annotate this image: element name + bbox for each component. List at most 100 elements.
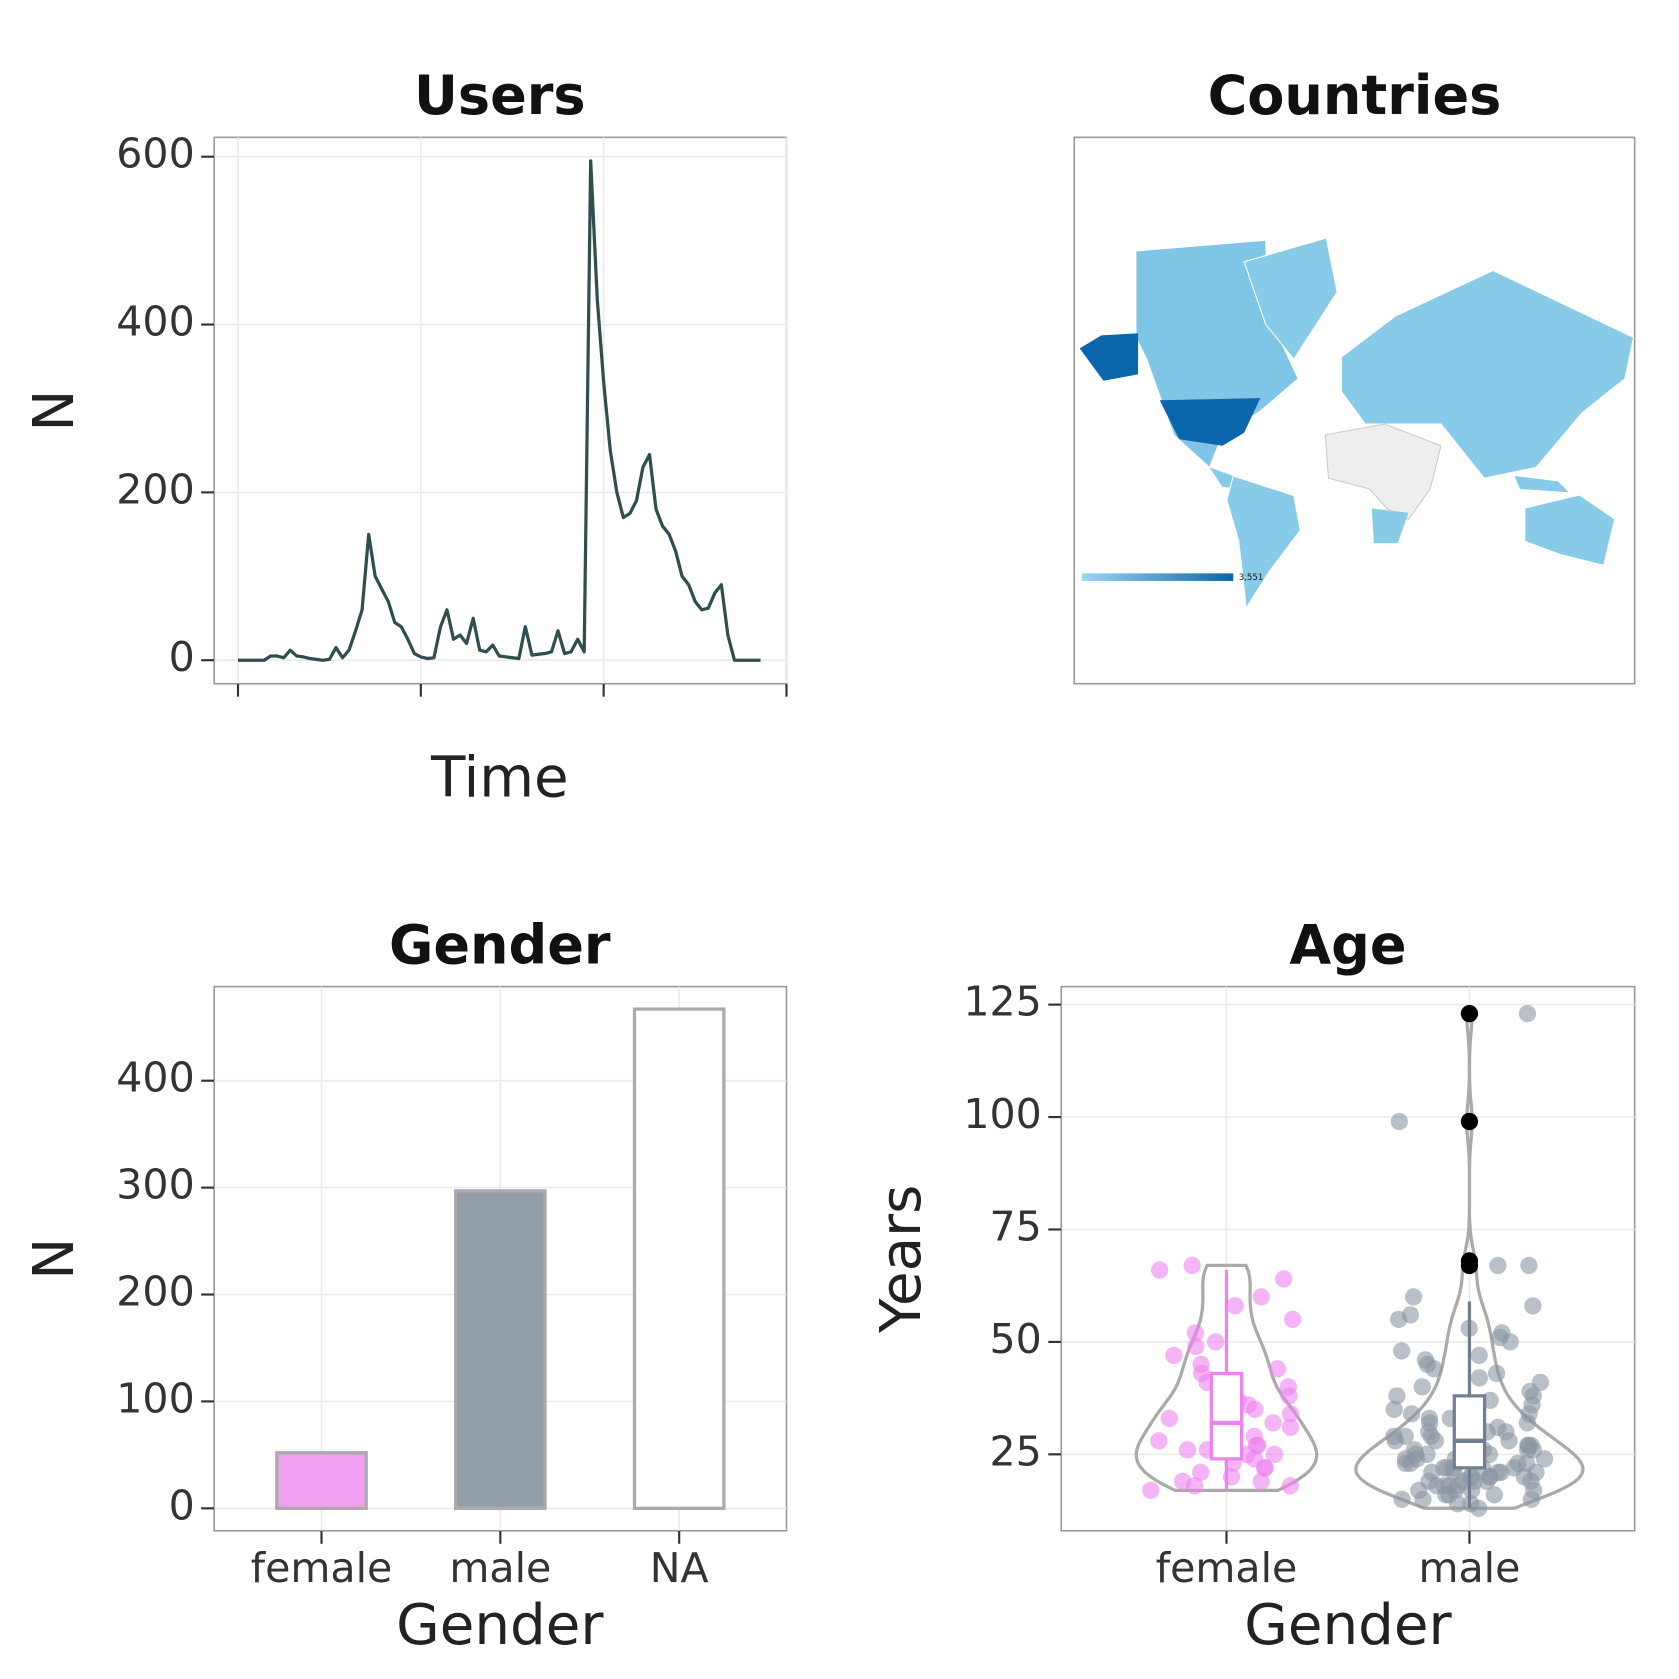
x-tick-label: male xyxy=(449,1544,551,1592)
y-tick-label: 400 xyxy=(116,298,194,346)
outlier xyxy=(1460,1112,1479,1131)
x-tick-label: male xyxy=(1418,1544,1520,1592)
point xyxy=(1489,1418,1507,1437)
point xyxy=(1252,1472,1270,1490)
plot-panel xyxy=(213,136,788,685)
south-america xyxy=(1226,475,1301,610)
x-tick-label: female xyxy=(251,1544,393,1592)
point xyxy=(1524,1297,1542,1315)
y-tick-label: 25 xyxy=(990,1427,1042,1475)
x-tick-label: NA xyxy=(650,1544,709,1592)
point xyxy=(1416,1351,1435,1369)
box xyxy=(1209,1371,1244,1461)
point xyxy=(1470,1346,1488,1365)
y-tick-label: 0 xyxy=(169,1481,195,1529)
x-axis-title: Time xyxy=(430,746,569,811)
y-tick-label: 400 xyxy=(116,1054,194,1102)
y-tick-label: 200 xyxy=(116,465,194,513)
point xyxy=(1173,1472,1192,1490)
point xyxy=(1160,1409,1179,1428)
point xyxy=(1206,1333,1225,1351)
point xyxy=(1150,1432,1168,1450)
point xyxy=(1404,1288,1423,1306)
box xyxy=(1452,1394,1487,1470)
point xyxy=(1489,1256,1507,1275)
world-map xyxy=(1073,136,1636,685)
point xyxy=(1390,1112,1408,1131)
y-tick-label: 125 xyxy=(963,978,1041,1026)
africa xyxy=(1324,423,1442,520)
chart-title: Countries xyxy=(1208,64,1502,127)
y-axis-title: N xyxy=(22,1238,87,1280)
alaska xyxy=(1079,333,1139,381)
point xyxy=(1413,1378,1431,1396)
point xyxy=(1268,1360,1287,1378)
indonesia xyxy=(1514,476,1569,493)
x-axis-title: Gender xyxy=(1244,1593,1452,1658)
point xyxy=(1487,1364,1506,1383)
bar xyxy=(454,1189,547,1510)
point xyxy=(1183,1256,1201,1275)
point xyxy=(1518,1004,1537,1023)
point xyxy=(1522,1436,1540,1454)
outlier xyxy=(1460,1252,1479,1270)
point xyxy=(1265,1445,1284,1463)
outlier xyxy=(1460,1004,1479,1023)
color-scale xyxy=(1081,573,1234,581)
y-tick-label: 200 xyxy=(116,1268,194,1316)
point xyxy=(1281,1405,1300,1423)
point xyxy=(1264,1414,1282,1432)
y-tick-label: 600 xyxy=(116,130,194,178)
point xyxy=(1470,1369,1488,1387)
point xyxy=(1226,1297,1244,1315)
eurasia xyxy=(1340,269,1635,479)
chart-title: Users xyxy=(414,64,586,127)
point xyxy=(1252,1288,1270,1306)
point xyxy=(1509,1454,1527,1472)
point xyxy=(1165,1346,1183,1365)
color-scale-max: 3,551 xyxy=(1239,573,1264,583)
point xyxy=(1520,1256,1538,1275)
y-tick-label: 75 xyxy=(990,1202,1042,1250)
point xyxy=(1281,1477,1299,1495)
y-tick-label: 50 xyxy=(990,1315,1042,1363)
greenland xyxy=(1243,237,1338,361)
point xyxy=(1385,1427,1403,1446)
southern-africa xyxy=(1371,508,1409,544)
point xyxy=(1493,1324,1511,1342)
point xyxy=(1150,1261,1169,1279)
y-tick-label: 100 xyxy=(963,1090,1041,1138)
y-axis-title: Years xyxy=(869,1185,934,1334)
bar xyxy=(632,1007,726,1510)
point xyxy=(1388,1387,1406,1405)
x-axis-title: Gender xyxy=(396,1593,604,1658)
point xyxy=(1531,1373,1550,1392)
bar xyxy=(275,1451,368,1510)
point xyxy=(1281,1418,1300,1437)
point xyxy=(1187,1337,1205,1356)
y-axis-title: N xyxy=(22,390,87,432)
point xyxy=(1192,1355,1210,1374)
x-tick-label: female xyxy=(1156,1544,1298,1592)
users-line xyxy=(238,159,761,662)
point xyxy=(1279,1378,1297,1396)
point xyxy=(1245,1427,1263,1446)
usa xyxy=(1159,398,1261,446)
point xyxy=(1186,1324,1205,1342)
chart-title: Gender xyxy=(389,913,611,976)
point xyxy=(1284,1310,1302,1329)
point xyxy=(1405,1441,1424,1459)
point xyxy=(1435,1477,1453,1495)
point xyxy=(1393,1490,1411,1508)
y-tick-label: 300 xyxy=(116,1161,194,1209)
point xyxy=(1178,1441,1197,1459)
australia xyxy=(1525,495,1615,565)
point xyxy=(1492,1463,1510,1481)
point xyxy=(1392,1342,1411,1360)
point xyxy=(1275,1270,1293,1288)
plot-panel xyxy=(1060,985,1636,1532)
y-tick-label: 100 xyxy=(116,1374,194,1422)
point xyxy=(1191,1463,1210,1481)
point xyxy=(1142,1481,1160,1499)
